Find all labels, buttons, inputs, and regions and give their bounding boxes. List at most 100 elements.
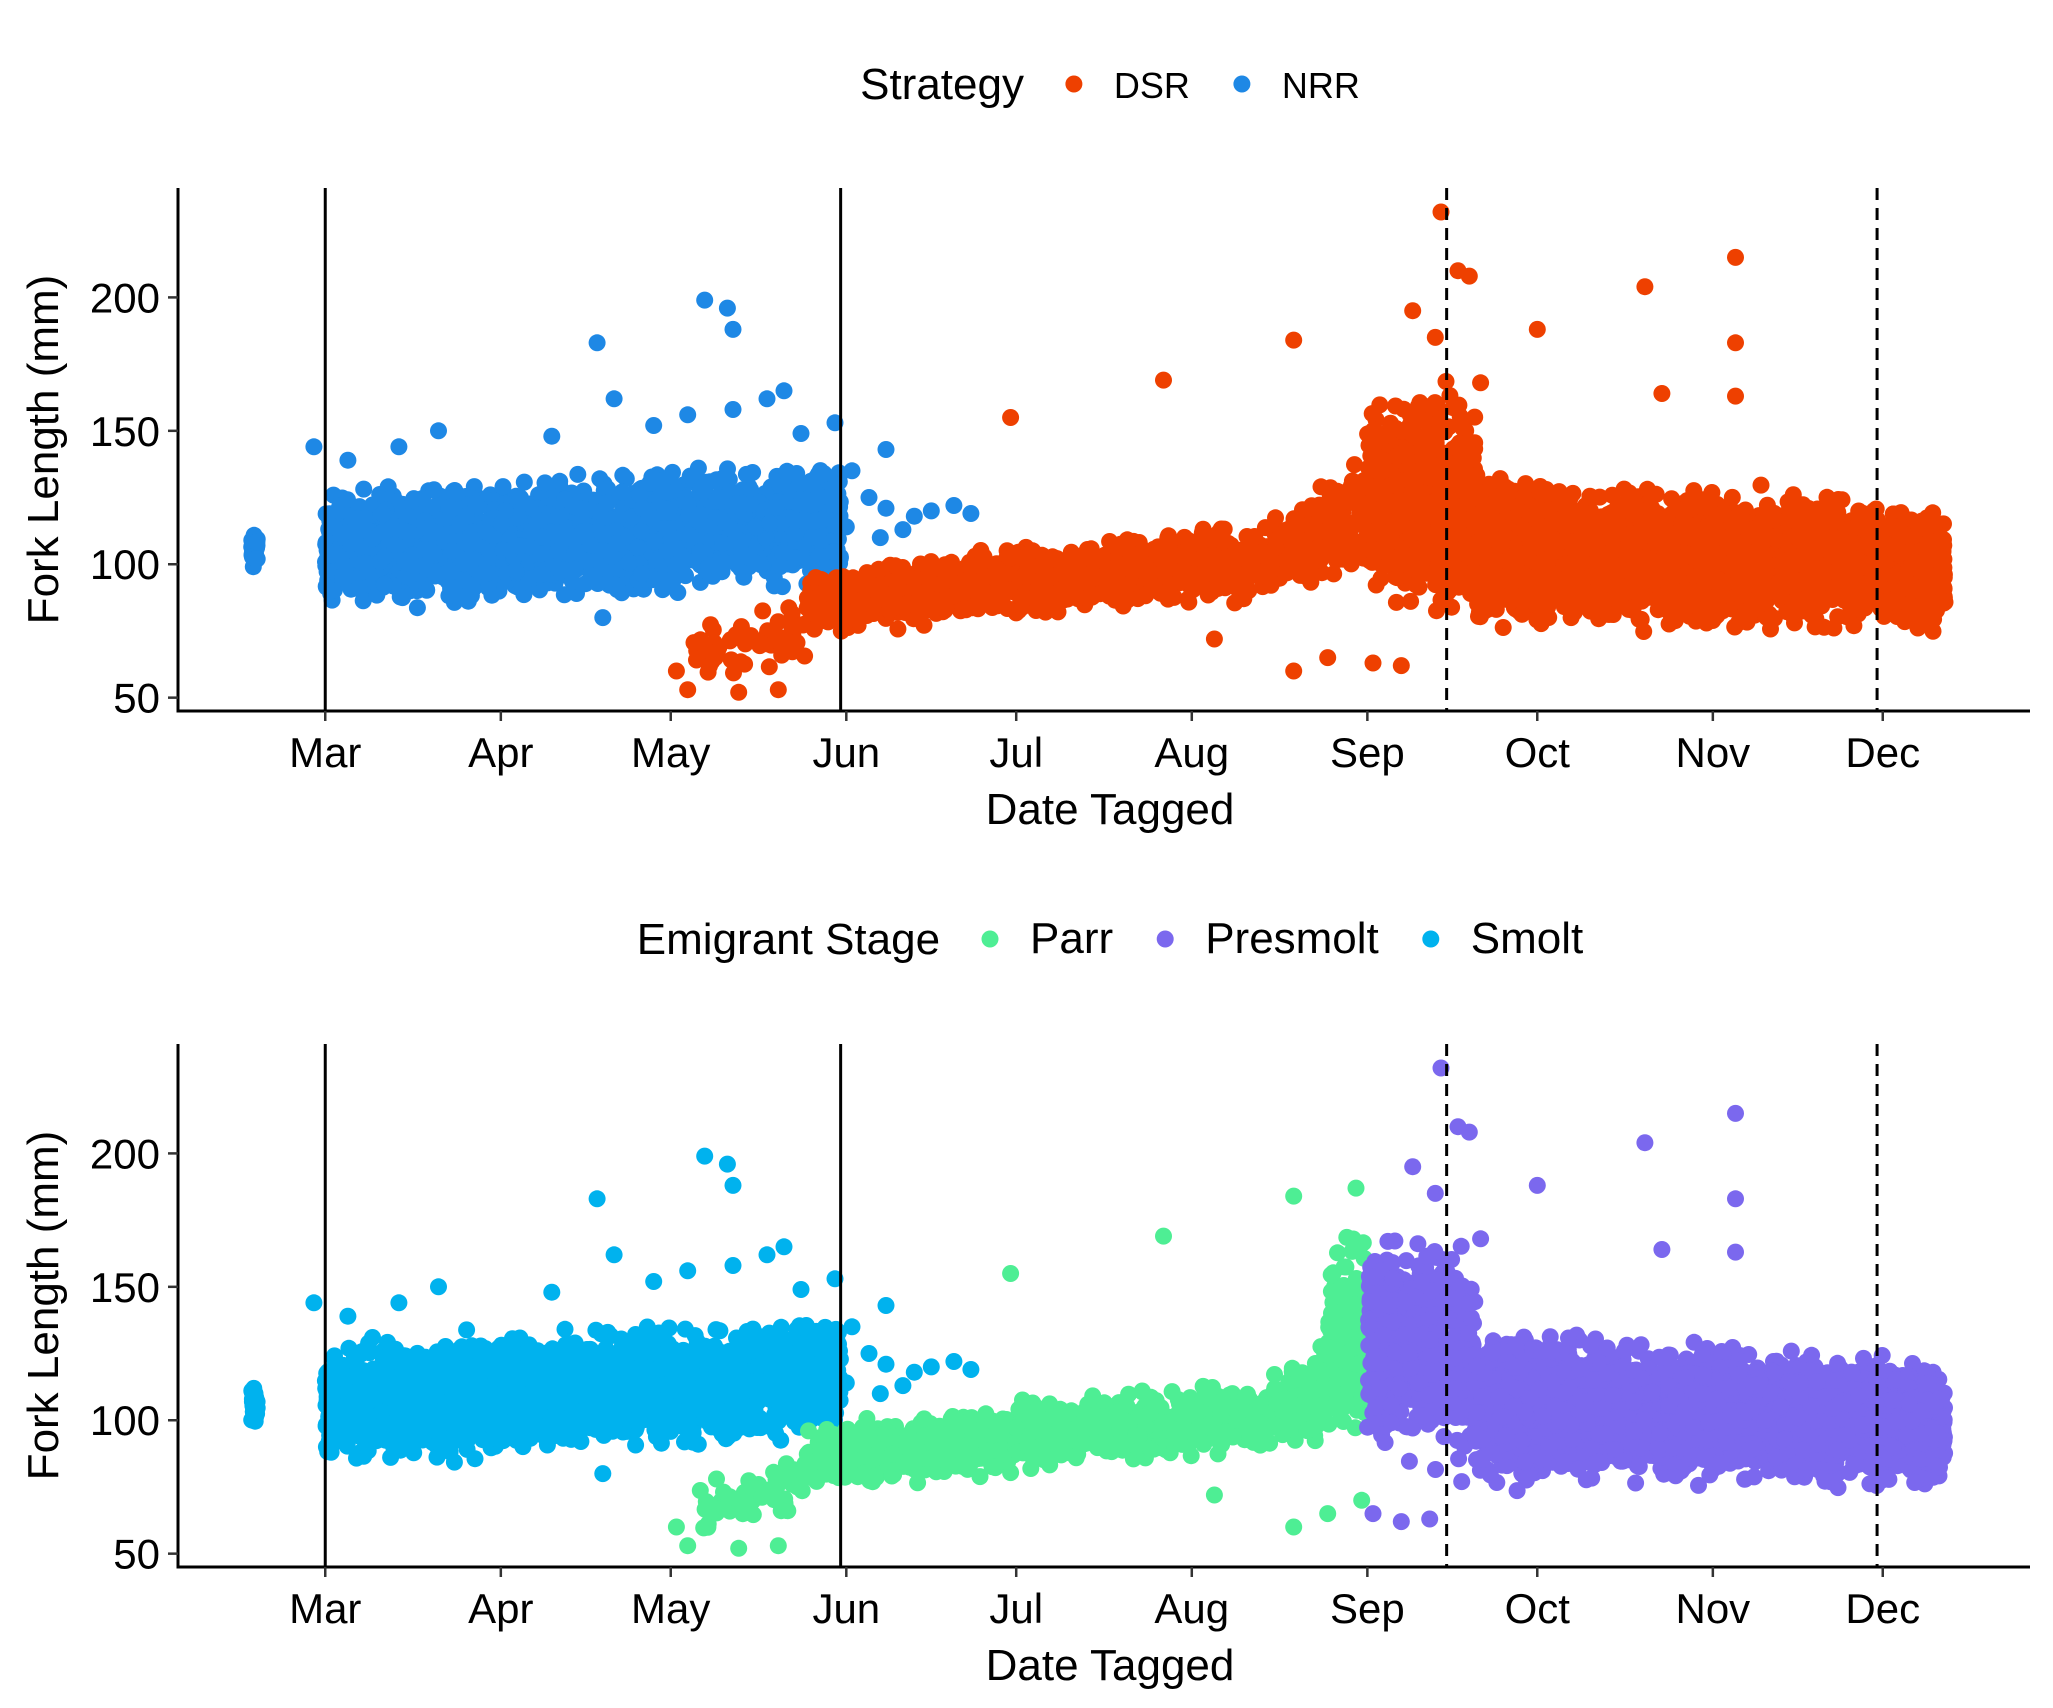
data-point — [588, 334, 606, 352]
data-point — [1123, 548, 1141, 566]
data-point — [1387, 419, 1405, 437]
data-point — [679, 525, 697, 543]
data-point — [1024, 589, 1042, 607]
data-point — [614, 466, 632, 484]
data-point — [695, 481, 713, 498]
data-point — [923, 575, 941, 593]
data-point — [724, 320, 742, 338]
data-point — [808, 468, 826, 486]
data-point — [1041, 566, 1059, 584]
data-point — [917, 601, 934, 619]
data-point — [551, 472, 569, 490]
data-point — [408, 599, 426, 617]
data-point — [667, 539, 685, 557]
data-point — [425, 481, 443, 499]
data-point — [247, 550, 265, 568]
data-point — [455, 555, 473, 572]
data-point — [1267, 509, 1284, 527]
data-point — [767, 498, 785, 516]
data-point — [807, 569, 825, 587]
data-point — [1192, 550, 1210, 568]
data-point — [594, 609, 612, 627]
data-point — [613, 483, 631, 501]
data-point — [1249, 562, 1267, 580]
data-point — [1041, 584, 1059, 602]
data-point — [1310, 496, 1328, 514]
data-point — [406, 557, 424, 575]
data-point — [724, 401, 742, 418]
data-point — [399, 507, 417, 525]
data-point — [1388, 569, 1406, 587]
data-point — [696, 291, 714, 309]
data-point — [515, 494, 533, 512]
data-point — [1410, 462, 1428, 480]
data-point — [664, 570, 682, 588]
data-point — [1387, 593, 1405, 611]
data-point — [758, 390, 776, 408]
data-point — [922, 553, 940, 571]
data-point — [1344, 531, 1362, 549]
data-point — [645, 417, 663, 434]
data-point — [741, 495, 759, 513]
data-points — [243, 203, 1954, 701]
data-point — [1288, 530, 1306, 548]
data-point — [386, 536, 404, 554]
data-point — [1419, 425, 1437, 443]
data-point — [725, 523, 743, 540]
data-point — [430, 422, 447, 440]
data-point — [363, 530, 381, 548]
data-point — [1451, 407, 1469, 425]
data-point — [1387, 397, 1404, 415]
data-point — [620, 554, 638, 572]
data-point — [349, 509, 367, 527]
data-point — [457, 507, 475, 525]
data-point — [915, 616, 933, 634]
data-point — [1404, 420, 1422, 438]
data-point — [1165, 588, 1183, 606]
data-point — [1369, 477, 1387, 495]
data-point — [695, 517, 713, 535]
data-point — [1450, 578, 1468, 596]
data-point — [860, 489, 878, 506]
data-point — [722, 651, 740, 669]
data-point — [1138, 559, 1156, 577]
data-point — [1428, 602, 1445, 620]
data-point — [598, 494, 616, 512]
series-nrr — [243, 291, 980, 627]
data-point — [654, 471, 671, 489]
data-point — [792, 425, 810, 442]
data-point — [579, 552, 597, 570]
data-point — [594, 541, 611, 559]
data-point — [374, 505, 392, 523]
data-point — [969, 556, 987, 574]
data-point — [494, 478, 512, 496]
data-point — [1426, 394, 1444, 412]
data-point — [350, 579, 368, 597]
data-point — [843, 462, 861, 480]
data-point — [339, 451, 357, 469]
data-point — [325, 518, 343, 536]
data-point — [1267, 539, 1284, 557]
data-point — [787, 549, 805, 567]
data-point — [982, 567, 1000, 585]
data-point — [718, 299, 736, 317]
data-point — [632, 522, 650, 540]
data-point — [796, 647, 814, 665]
data-point — [1333, 508, 1351, 526]
data-point — [905, 507, 923, 525]
data-point — [376, 575, 393, 593]
data-point — [945, 497, 963, 514]
data-point — [644, 510, 661, 527]
data-point — [778, 462, 796, 480]
data-point — [871, 529, 889, 547]
data-point — [679, 406, 697, 424]
data-point — [1116, 581, 1134, 599]
data-point — [1226, 594, 1244, 612]
data-point — [356, 554, 374, 572]
data-point — [355, 480, 373, 498]
data-point — [1166, 547, 1184, 564]
data-point — [775, 382, 793, 400]
data-point — [658, 519, 676, 537]
data-point — [1435, 538, 1453, 556]
